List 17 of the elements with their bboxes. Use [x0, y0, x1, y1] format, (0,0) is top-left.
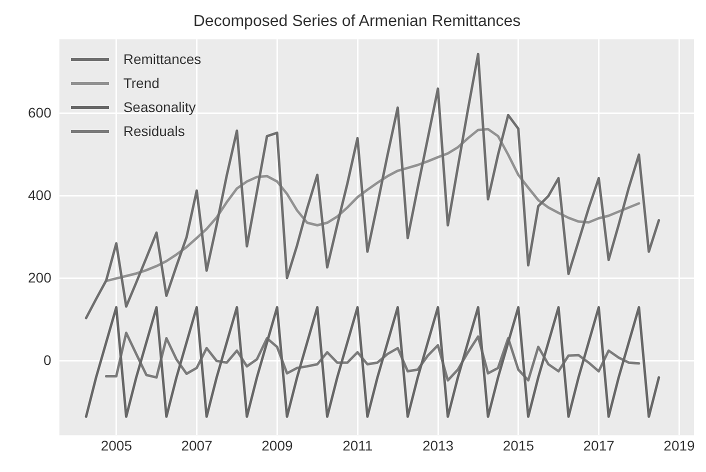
x-tick-label: 2009 — [262, 437, 293, 454]
y-tick-label: 200 — [28, 269, 52, 286]
x-tick-label: 2019 — [664, 437, 696, 454]
legend-label: Remittances — [123, 50, 202, 70]
x-tick-label: 2011 — [342, 437, 373, 454]
x-tick-label: 2015 — [502, 437, 534, 454]
chart-title: Decomposed Series of Armenian Remittances — [193, 13, 521, 30]
x-tick-label: 2017 — [583, 437, 615, 454]
x-tick-label: 2007 — [181, 437, 213, 454]
x-tick-label: 2013 — [422, 437, 454, 454]
legend-label: Seasonality — [123, 98, 196, 118]
y-tick-label: 400 — [28, 186, 52, 203]
legend-label: Residuals — [123, 122, 185, 142]
x-tick-label: 2005 — [100, 437, 132, 454]
y-tick-label: 0 — [44, 352, 52, 368]
y-tick-label: 600 — [28, 104, 52, 120]
legend-label: Trend — [123, 74, 160, 94]
